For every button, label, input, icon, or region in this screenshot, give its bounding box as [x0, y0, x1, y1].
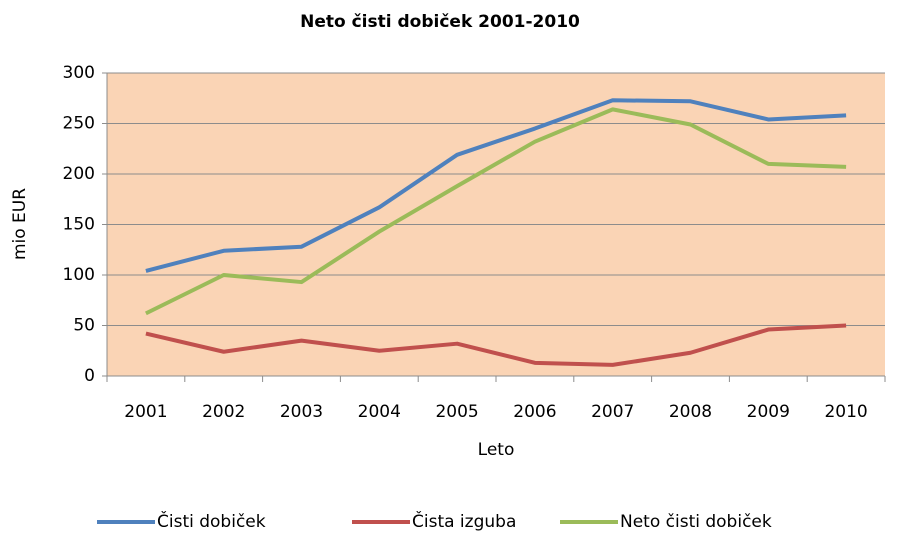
x-tick-label: 2005	[435, 402, 478, 422]
x-tick-label: 2002	[202, 402, 245, 422]
chart-title: Neto čisti dobiček 2001-2010	[300, 12, 580, 32]
y-tick-label: 0	[84, 366, 95, 386]
series-line	[145, 323, 847, 367]
x-tick-label: 2003	[280, 402, 323, 422]
x-tick-label: 2004	[358, 402, 401, 422]
y-tick-label: 250	[63, 114, 95, 134]
series-line	[145, 98, 847, 273]
y-tick-label: 200	[63, 164, 95, 184]
y-tick-label: 150	[63, 215, 95, 235]
x-axis-label: Leto	[478, 440, 515, 460]
y-axis-label: mio EUR	[10, 188, 30, 260]
x-tick-label: 2009	[747, 402, 790, 422]
legend-label: Čista izguba	[412, 510, 516, 532]
x-tick-label: 2006	[513, 402, 556, 422]
x-tick-label: 2008	[669, 402, 712, 422]
legend-label: Neto čisti dobiček	[620, 512, 772, 532]
series-line	[145, 107, 847, 316]
legend-label: Čisti dobiček	[157, 510, 266, 532]
x-tick-label: 2001	[124, 402, 167, 422]
x-tick-label: 2010	[824, 402, 867, 422]
y-tick-label: 300	[63, 63, 95, 83]
x-tick-label: 2007	[591, 402, 634, 422]
y-tick-label: 50	[73, 316, 95, 336]
y-tick-label: 100	[63, 265, 95, 285]
